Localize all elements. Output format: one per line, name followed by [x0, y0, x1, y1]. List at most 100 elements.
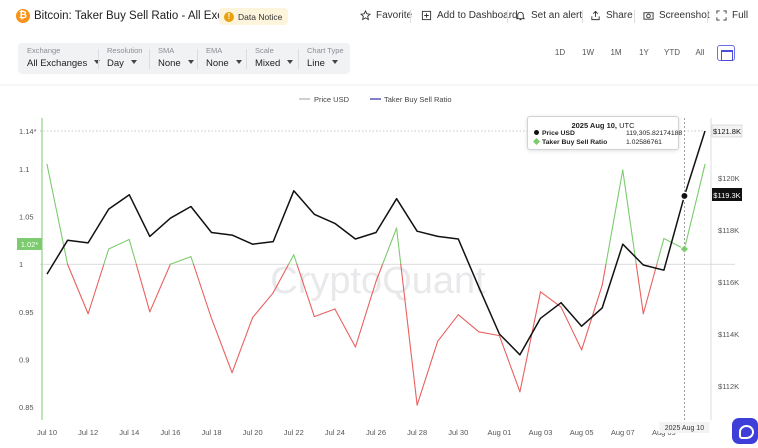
- x-tick-label: Jul 10: [37, 428, 57, 437]
- tooltip-price-label: Price USD: [542, 130, 575, 137]
- price-hover-point: [680, 191, 689, 201]
- ratio-segment: [457, 314, 480, 333]
- range-ytd[interactable]: YTD: [664, 48, 680, 57]
- ratio-segment: [354, 280, 377, 348]
- tooltip: 2025 Aug 10, UTC Price USD 119,305.82174…: [527, 116, 682, 150]
- tooltip-date-text: 2025 Aug 10,: [571, 121, 618, 130]
- legend-price-label: Price USD: [314, 95, 350, 104]
- x-tick-label: Jul 30: [448, 428, 468, 437]
- x-tick-label: Jul 14: [119, 428, 139, 437]
- ratio-segment: [382, 227, 398, 265]
- chevron-down-icon: [94, 60, 101, 64]
- sma-select[interactable]: SMA None: [149, 43, 197, 74]
- filter-value: Line: [307, 58, 325, 69]
- divider: [410, 10, 411, 23]
- calendar-icon[interactable]: [717, 45, 735, 61]
- tooltip-ratio-label: Taker Buy Sell Ratio: [542, 139, 608, 146]
- overlay: 2025 Aug 10 1.02* $121.8K $119.3K: [17, 118, 743, 433]
- favorite-label: Favorite: [376, 10, 413, 21]
- legend: Price USD Taker Buy Sell Ratio: [299, 95, 452, 104]
- scale-select[interactable]: Scale Mixed: [246, 43, 298, 74]
- y-left-tick-label: 1: [19, 260, 23, 269]
- right-top-badge-text: $121.8K: [713, 127, 741, 136]
- range-1d[interactable]: 1D: [554, 48, 566, 57]
- share-label: Share: [606, 10, 633, 21]
- crosshair-date-label: 2025 Aug 10: [665, 425, 704, 432]
- right-top-badge: [711, 124, 743, 138]
- chevron-down-icon: [235, 60, 242, 64]
- ratio-segment: [478, 331, 500, 337]
- y-left-tick-label: 0.9: [19, 355, 29, 364]
- top-bar: ₿ Bitcoin: Taker Buy Sell Ratio - All Ex…: [0, 0, 758, 34]
- y-left-tick-label: 0.85: [19, 403, 34, 412]
- y-right-tick-label: $114K: [718, 330, 739, 339]
- favorite-button[interactable]: Favorite: [360, 10, 412, 21]
- ratio-segment: [437, 314, 459, 342]
- set-alert-button[interactable]: Set an alert: [515, 10, 582, 21]
- ratio-segment: [288, 254, 295, 265]
- ratio-segment: [252, 292, 274, 319]
- resolution-select[interactable]: Resolution Day: [98, 43, 149, 74]
- x-tick-label: Jul 20: [243, 428, 263, 437]
- ratio-segment: [272, 263, 290, 294]
- ratio-hover-point: [679, 244, 690, 254]
- ratio-marker-icon: [532, 137, 541, 146]
- left-value-badge: [17, 238, 42, 250]
- x-tick-label: Jul 22: [284, 428, 304, 437]
- ratio-segment: [128, 238, 137, 265]
- x-tick-label: Jul 18: [201, 428, 221, 437]
- full-label: Full: [732, 10, 749, 21]
- y-left-tick-label: 1.05: [19, 213, 34, 222]
- ratio-segment: [605, 169, 624, 265]
- bitcoin-icon: ₿: [16, 9, 30, 23]
- range-1w[interactable]: 1W: [582, 48, 594, 57]
- page-title: Bitcoin: Taker Buy Sell Ratio - All Exch…: [34, 10, 261, 22]
- filter-label: Scale: [255, 46, 274, 55]
- ratio-segment: [498, 335, 521, 393]
- filter-value: None: [158, 58, 181, 69]
- range-1m[interactable]: 1M: [610, 48, 622, 57]
- dashboard-icon: [421, 10, 432, 21]
- ratio-segment: [334, 308, 356, 348]
- tooltip-ratio-row: Taker Buy Sell Ratio 1.02586761: [532, 137, 662, 146]
- range-selector: 1D 1W 1M 1Y YTD All: [546, 44, 714, 62]
- x-tick-label: Aug 07: [611, 428, 635, 437]
- ratio-segment: [560, 306, 583, 351]
- ratio-segment: [169, 256, 192, 265]
- share-icon: [591, 10, 600, 21]
- filter-label: EMA: [206, 46, 223, 55]
- ratio-segment: [663, 237, 685, 250]
- ratio-segment: [293, 254, 298, 265]
- bell-icon: [515, 11, 526, 21]
- data-notice-button[interactable]: ! Data Notice: [219, 8, 289, 25]
- share-button[interactable]: Share: [590, 10, 633, 21]
- ema-select[interactable]: EMA None: [197, 43, 246, 74]
- data-notice-label: Data Notice: [238, 11, 283, 22]
- y-right-tick-label: $116K: [718, 278, 739, 287]
- ratio-segment: [622, 169, 637, 265]
- ratio-segment: [416, 340, 439, 406]
- add-to-dashboard-button[interactable]: Add to Dashboard: [421, 10, 518, 21]
- chat-support-button[interactable]: [732, 418, 758, 444]
- exchange-select[interactable]: Exchange All Exchanges: [18, 43, 101, 74]
- range-all[interactable]: All: [695, 48, 705, 57]
- x-tick-label: Jul 12: [78, 428, 98, 437]
- ratio-segment: [601, 263, 607, 286]
- y-right-tick-label: $118K: [718, 226, 739, 235]
- ratio-segment: [642, 263, 658, 315]
- camera-icon: [643, 12, 654, 20]
- y-right-tick-label: $112K: [718, 382, 739, 391]
- ratio-segment: [656, 237, 665, 265]
- full-button[interactable]: Full: [716, 10, 748, 21]
- chart-type-select[interactable]: Chart Type Line: [298, 43, 350, 74]
- screenshot-button[interactable]: Screenshot: [643, 10, 710, 21]
- warning-icon: !: [224, 11, 234, 22]
- set-alert-label: Set an alert: [531, 10, 583, 21]
- range-1y[interactable]: 1Y: [639, 48, 649, 57]
- right-value-badge-text: $119.3K: [713, 191, 740, 200]
- fullscreen-icon: [716, 10, 727, 21]
- filter-value: None: [206, 58, 229, 69]
- y-right-tick-label: $120K: [718, 174, 740, 183]
- legend-ratio-label: Taker Buy Sell Ratio: [384, 95, 452, 104]
